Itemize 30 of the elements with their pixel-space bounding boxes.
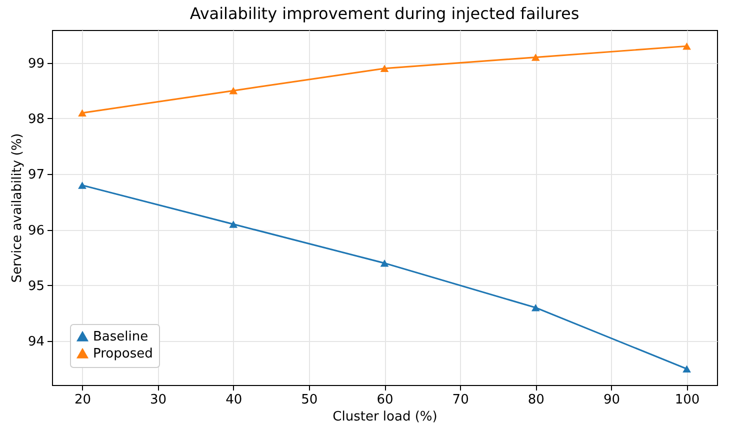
legend-label: Proposed: [93, 346, 153, 362]
y-tick-label: 95: [28, 278, 44, 294]
y-tick-label: 98: [28, 112, 44, 127]
x-axis-title: Cluster load (%): [332, 410, 438, 424]
point: [380, 260, 389, 267]
x-tick-label: 40: [226, 392, 242, 408]
x-tick-label: 90: [603, 392, 620, 408]
x-tick-label: 30: [150, 392, 167, 408]
point: [531, 54, 540, 61]
point: [229, 87, 238, 94]
x-tick-label: 20: [74, 392, 91, 408]
y-axis-title: Service availability (%): [10, 133, 25, 283]
x-tick-label: 50: [301, 392, 318, 408]
x-tick-label: 60: [376, 392, 394, 408]
point: [78, 182, 86, 189]
point: [380, 64, 389, 72]
legend-label: Baseline: [93, 330, 148, 344]
point: [682, 365, 691, 372]
x-tick-label: 80: [528, 392, 544, 408]
y-tick-label: 94: [28, 334, 44, 350]
chart-title: Availability improvement during injected failures: [190, 4, 580, 23]
point: [78, 109, 86, 117]
point: [531, 304, 540, 312]
point: [229, 220, 238, 228]
y-tick-label: 97: [28, 168, 44, 183]
x-tick-label: 70: [452, 392, 469, 408]
point: [682, 42, 691, 50]
y-tick-label: 96: [28, 223, 44, 238]
y-tick-label: 99: [28, 56, 44, 72]
x-tick-label: 100: [674, 392, 700, 408]
